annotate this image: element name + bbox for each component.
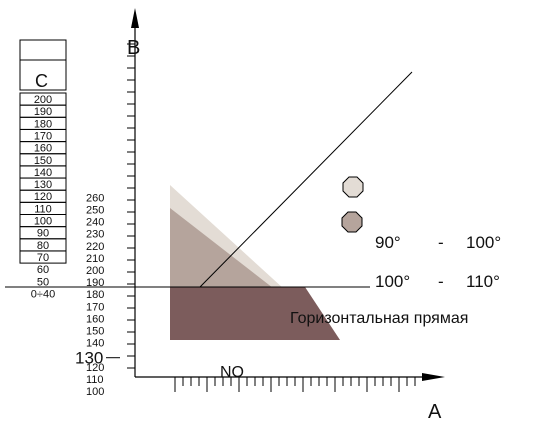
c-scale-box: C (19, 39, 67, 91)
b-scale-label: 230 (86, 229, 104, 241)
b-scale-label: 120 (86, 362, 104, 374)
b-scale-label: 210 (86, 253, 104, 265)
b-scale-label: 260 (86, 192, 104, 204)
c-scale-value: 50 (37, 276, 49, 288)
light-octagon-icon (342, 176, 364, 198)
y-axis-arrow-icon (131, 8, 139, 28)
b-scale-label: 200 (86, 265, 104, 277)
legend-light-to: 100° (466, 233, 501, 252)
y-axis-ticks (127, 43, 135, 369)
b-scale-label: 110 (86, 374, 104, 386)
c-scale-value: 200 (34, 94, 52, 106)
c-scale-value: 150 (34, 155, 52, 167)
c-scale-value: 0÷40 (31, 288, 55, 300)
b-scale-label: 100 (86, 386, 104, 398)
c-scale-value: 120 (34, 191, 52, 203)
c-scale-value: 160 (34, 143, 52, 155)
c-scale-value: 60 (37, 264, 49, 276)
c-scale-value: 90 (37, 228, 49, 240)
b-scale-label: 170 (86, 301, 104, 313)
c-scale-value: 180 (34, 118, 52, 130)
b-scale-label: 220 (86, 241, 104, 253)
no-label: NO (220, 364, 244, 381)
b-scale-label: 190 (86, 277, 104, 289)
c-scale-value: 110 (34, 203, 52, 215)
dark-octagon-icon (341, 211, 363, 233)
b-scale-label: 250 (86, 205, 104, 217)
c-scale-value: 80 (37, 240, 49, 252)
b-scale-label: 180 (86, 289, 104, 301)
dark-region (170, 287, 340, 340)
c-scale-value: 170 (34, 130, 52, 142)
b-scale-label: 140 (86, 338, 104, 350)
legend-dark-to: 110° (466, 272, 500, 291)
b-scale-label: 150 (86, 326, 104, 338)
c-scale-value: 70 (37, 252, 49, 264)
diagonal-line (199, 71, 413, 288)
x-axis-label: A (428, 401, 442, 423)
c-scale-value: 130 (34, 179, 52, 191)
horizontal-line-label: Горизонтальная прямая (290, 310, 468, 327)
c-scale-cells: 2001901801701601501401301201101009080706… (19, 92, 67, 300)
c-scale-label: C (35, 71, 48, 91)
b-scale-label: 240 (86, 217, 104, 229)
legend-dark-from: 100° (375, 272, 410, 291)
c-scale-value: 100 (34, 216, 52, 228)
y-axis-label: B (127, 37, 140, 59)
c-scale-value: 140 (34, 167, 52, 179)
x-axis-ticks (174, 377, 416, 392)
b-scale-labels: 1001101201301401501601701801902002102202… (75, 192, 120, 398)
c-scale-value: 190 (34, 106, 52, 118)
legend-light-dash: - (438, 233, 444, 252)
c-scale-cell (19, 250, 67, 264)
legend-light-from: 90° (375, 233, 401, 252)
b-scale-label: 130 (75, 349, 103, 368)
legend-dark-dash: - (438, 272, 444, 291)
b-scale-label: 160 (86, 313, 104, 325)
x-axis-arrow-icon (422, 373, 445, 381)
